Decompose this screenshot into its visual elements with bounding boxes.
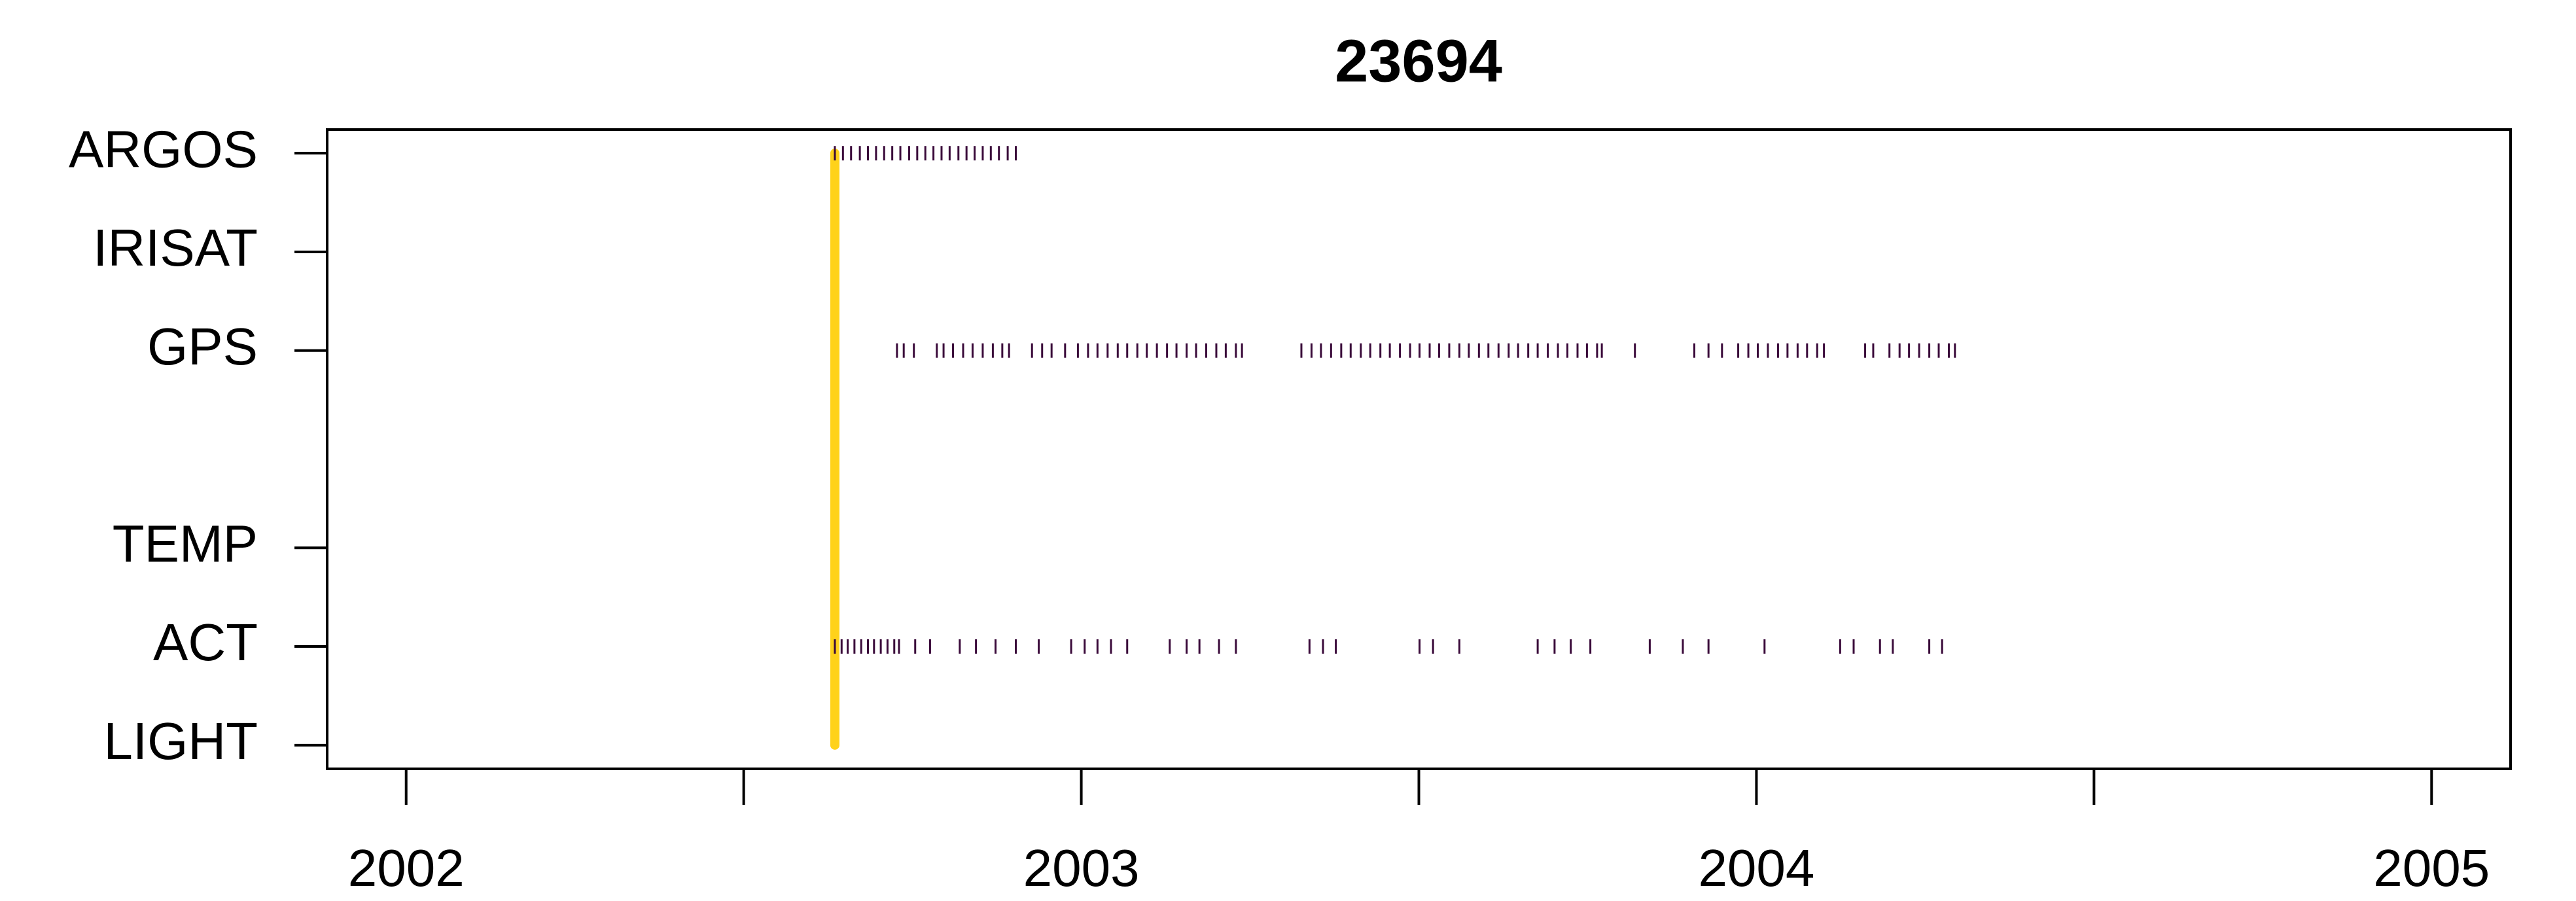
x-tick-label: 2004 <box>1698 839 1814 897</box>
y-tick-label: GPS <box>147 317 258 376</box>
x-tick-label: 2003 <box>1023 839 1140 897</box>
x-tick-label: 2005 <box>2373 839 2490 897</box>
y-tick-label: IRISAT <box>93 219 258 277</box>
y-tick-label: ARGOS <box>69 120 258 178</box>
x-tick-label: 2002 <box>348 839 465 897</box>
y-tick-label: TEMP <box>113 514 258 573</box>
plot-frame <box>326 128 2512 770</box>
y-tick-label: ACT <box>153 613 258 671</box>
y-tick-label: LIGHT <box>103 712 258 770</box>
chart-title: 23694 <box>1335 27 1502 94</box>
